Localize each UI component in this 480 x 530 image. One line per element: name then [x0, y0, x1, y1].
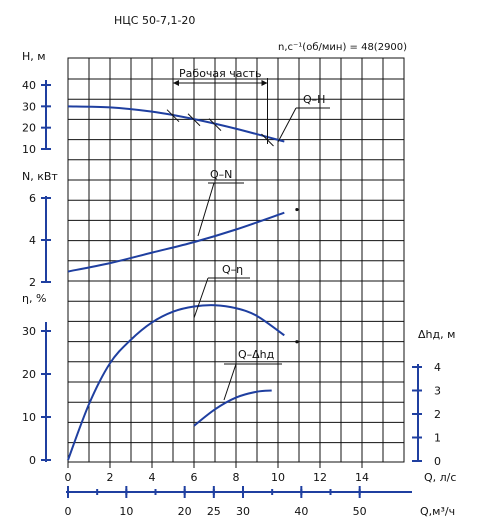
x-tick-label: 4: [149, 471, 156, 484]
x-secondary-tick-label: 20: [178, 505, 192, 518]
working-range-arrow-left: [173, 80, 179, 86]
x-tick-label: 6: [191, 471, 198, 484]
hatch-mark: [166, 109, 180, 123]
y-label-dh: Δhд, м: [418, 328, 455, 341]
q-h-leader: [277, 107, 297, 143]
y-label-H: H, м: [22, 50, 46, 63]
q-dh-leader: [223, 363, 237, 401]
y-tick-label-dh: 1: [434, 432, 441, 445]
chart-title: НЦС 50-7,1-20: [114, 14, 195, 27]
hatch-mark: [261, 133, 274, 147]
x-tick-label: 8: [233, 471, 240, 484]
y-label-N: N, кВт: [22, 170, 58, 183]
y-tick-label-dh: 3: [434, 385, 441, 398]
speed-subtitle: n,c⁻¹(об/мин) = 48(2900): [278, 42, 407, 53]
q-eta-curve: [67, 304, 285, 461]
y-tick-label-dh: 4: [434, 361, 441, 374]
x-secondary-tick-label: 25: [207, 505, 221, 518]
y-tick-label-H: 10: [22, 143, 36, 156]
q-eta-leader: [193, 277, 209, 319]
x-axis-label: Q, л/с: [424, 471, 456, 484]
y-tick-label-H: 20: [22, 122, 36, 135]
q-h-curve: [67, 105, 285, 143]
y-tick-label-eta: 30: [22, 325, 36, 338]
x-secondary-axis-label: Q,м³/ч: [420, 505, 455, 518]
y-tick-label-N: 2: [29, 276, 36, 289]
x-tick-label: 14: [355, 471, 369, 484]
x-tick-label: 2: [107, 471, 114, 484]
x-secondary-tick-label: 40: [294, 505, 308, 518]
x-secondary-tick-label: 10: [119, 505, 133, 518]
annotations: Рабочая часть Q–H Q–N Q–η Q–Δhд: [166, 67, 330, 401]
chart-grid: [67, 57, 405, 463]
q-h-label: Q–H: [303, 93, 325, 106]
x-tick-label: 12: [313, 471, 327, 484]
y-tick-label-H: 30: [22, 100, 36, 113]
y-label-eta: η, %: [22, 292, 46, 305]
y-tick-label-N: 4: [29, 234, 36, 247]
q-n-leader: [197, 182, 215, 237]
chart-axes: [41, 80, 422, 498]
q-eta-end-dot: [295, 340, 299, 344]
q-eta-label: Q–η: [222, 263, 243, 276]
y-tick-label-eta: 20: [22, 368, 36, 381]
x-tick-label: 10: [271, 471, 285, 484]
y-tick-label-dh: 2: [434, 408, 441, 421]
hatch-mark: [208, 118, 222, 131]
x-tick-label: 0: [65, 471, 72, 484]
x-secondary-tick-label: 30: [236, 505, 250, 518]
hatch-mark: [187, 113, 201, 127]
x-secondary-tick-label: 0: [65, 505, 72, 518]
working-range-label: Рабочая часть: [179, 67, 261, 80]
y-tick-label-N: 6: [29, 192, 36, 205]
q-dh-label: Q–Δhд: [238, 348, 275, 361]
q-n-curve: [67, 211, 285, 273]
x-secondary-tick-label: 50: [353, 505, 367, 518]
q-dh-curve: [193, 389, 272, 427]
y-tick-label-H: 40: [22, 79, 36, 92]
y-tick-label-dh: 0: [434, 455, 441, 468]
q-n-label: Q–N: [210, 168, 232, 181]
working-range-arrow-right: [261, 80, 268, 86]
y-tick-label-eta: 10: [22, 411, 36, 424]
q-n-end-dot: [295, 207, 299, 212]
y-tick-label-eta: 0: [29, 454, 36, 467]
